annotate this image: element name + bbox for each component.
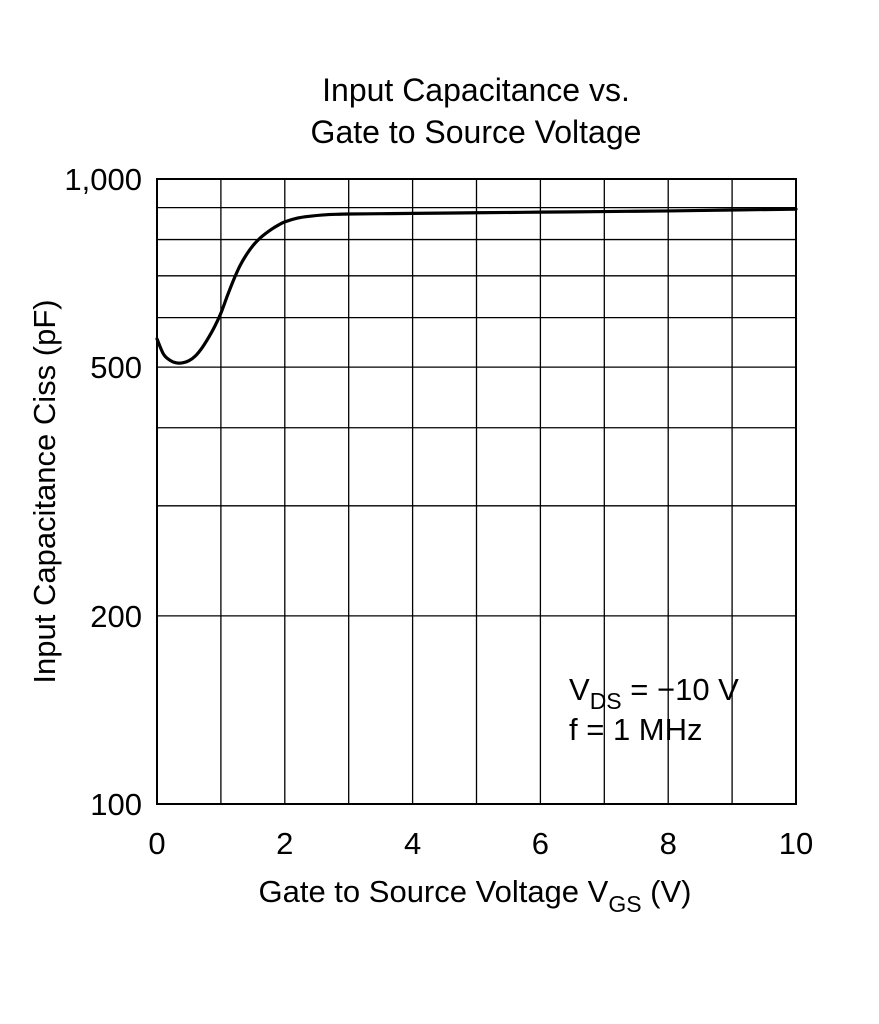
y-tick-label: 1,000 [64, 162, 142, 197]
x-tick-label: 2 [276, 826, 293, 861]
chart-title: Input Capacitance vs. Gate to Source Volt… [311, 72, 642, 150]
series-line [155, 207, 798, 365]
y-tick-label: 200 [90, 599, 142, 634]
x-axis-label-main: Gate to Source Voltage V [258, 874, 608, 909]
annotation: VDS = −10 Vf = 1 MHz [569, 672, 739, 747]
grid [157, 179, 796, 804]
chart-title-line: Input Capacitance vs. [322, 72, 630, 108]
x-tick-label: 8 [660, 826, 677, 861]
plot-frame [156, 178, 797, 805]
x-axis-label: Gate to Source Voltage VGS (V) [258, 874, 691, 917]
annotation-main: f = 1 MHz [569, 712, 703, 747]
series [155, 207, 798, 365]
x-tick-label: 4 [404, 826, 421, 861]
x-tick-labels: 0 2 4 6 8 10 [148, 826, 813, 861]
y-axis-label: Input Capacitance Ciss (pF) [27, 299, 62, 683]
annotation-line: VDS = −10 V [569, 672, 739, 714]
annotation-main: V [569, 672, 590, 707]
annotation-line: f = 1 MHz [569, 712, 703, 747]
y-tick-label: 100 [90, 787, 142, 822]
y-tick-labels: 100 200 500 1,000 [64, 162, 142, 822]
annotation-rest: = −10 V [622, 672, 740, 707]
x-tick-label: 0 [148, 826, 165, 861]
x-axis-label-unit: (V) [642, 874, 692, 909]
x-tick-label: 6 [532, 826, 549, 861]
y-tick-label: 500 [90, 350, 142, 385]
x-axis-label-subscript: GS [608, 891, 641, 917]
x-tick-label: 10 [779, 826, 813, 861]
chart-title-line: Gate to Source Voltage [311, 114, 642, 150]
annotation-subscript: DS [590, 688, 622, 714]
